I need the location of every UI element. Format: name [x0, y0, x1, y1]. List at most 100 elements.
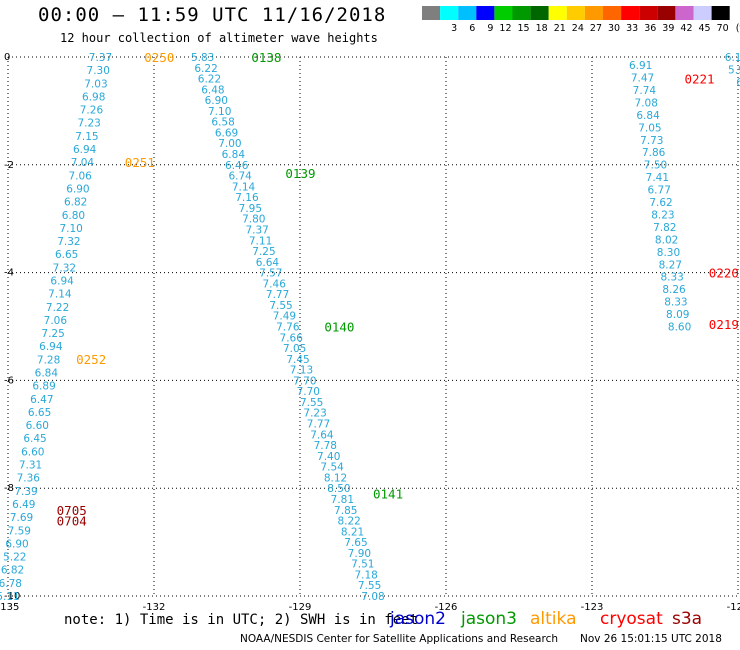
- legend-tick-label: 30: [608, 23, 620, 34]
- legend-tick-label: 18: [536, 23, 548, 34]
- wave-height-value: 7.40: [317, 451, 340, 463]
- sat-label-altika: altika: [530, 609, 577, 629]
- x-tick-label: -135: [0, 602, 19, 613]
- wave-height-value: 7.10: [59, 223, 82, 235]
- pass-time-label: 0704: [57, 514, 87, 529]
- wave-height-value: 8.09: [666, 309, 689, 321]
- wave-height-value: 7.14: [48, 289, 72, 301]
- wave-height-value: 6.90: [5, 538, 28, 550]
- wave-height-value: 7.95: [239, 203, 262, 215]
- wave-height-value: 7.86: [642, 147, 666, 159]
- wave-height-value: 7.04: [71, 157, 95, 169]
- legend-swatch: [512, 6, 531, 20]
- wave-height-value: 7.30: [87, 65, 110, 77]
- wave-height-value: 7.13: [290, 365, 313, 377]
- wave-height-value: 6.94: [39, 341, 63, 353]
- wave-height-value: 8.22: [337, 516, 360, 528]
- wave-height-value: 6.84: [222, 149, 246, 161]
- legend-swatch: [603, 6, 622, 20]
- wave-height-value: 7.77: [307, 419, 330, 431]
- wave-height-value: 7.73: [640, 135, 663, 147]
- legend-swatch: [675, 6, 694, 20]
- legend-tick-label: 24: [572, 23, 584, 34]
- wave-height-value: 7.05: [283, 343, 306, 355]
- wave-height-value: 5.9: [728, 65, 740, 77]
- legend-swatch: [711, 6, 730, 20]
- wave-height-value: 7.90: [348, 548, 371, 560]
- legend-swatch: [422, 6, 441, 20]
- legend-tick-label: 15: [518, 23, 530, 34]
- wave-height-value: 6.65: [55, 249, 78, 261]
- wave-height-value: 7.25: [252, 246, 275, 258]
- wave-height-value: 6.89: [32, 381, 55, 393]
- wave-height-value: 6.22: [198, 74, 221, 86]
- wave-height-value: 6.94: [50, 275, 74, 287]
- legend-tick-label: 42: [680, 23, 692, 34]
- wave-height-value: 7.78: [314, 440, 337, 452]
- y-tick-label: -6: [4, 375, 14, 386]
- wave-height-value: 7.57: [259, 268, 282, 280]
- legend-swatch: [584, 6, 603, 20]
- chart-plot: -135 -132 -129 -126 -123 -120 0 -2 -4 -6 -8 -10 7.37…: [0, 50, 740, 613]
- wave-height-value: 7.26: [80, 105, 104, 117]
- wave-height-value: 7.55: [358, 580, 381, 592]
- wave-height-value: 7.74: [633, 85, 657, 97]
- wave-height-value: 6.90: [205, 95, 228, 107]
- wave-height-value: 7.59: [8, 525, 31, 537]
- wave-height-value: 6.82: [64, 197, 87, 209]
- wave-height-value: 6.48: [201, 84, 224, 96]
- wave-height-value: 7.37: [245, 224, 268, 236]
- legend-tick-label: 3: [451, 23, 457, 34]
- wave-height-value: 6.78: [0, 578, 22, 590]
- wave-height-value: 8.33: [660, 272, 683, 284]
- wave-height-value: 7.06: [44, 315, 68, 327]
- wave-height-value: 7.06: [68, 170, 92, 182]
- x-tick-label: -120: [727, 602, 740, 613]
- legend-swatch: [530, 6, 549, 20]
- legend-tick-label: 36: [644, 23, 656, 34]
- wave-height-value: 7.77: [266, 289, 289, 301]
- legend-swatch: [458, 6, 477, 20]
- wave-height-value: 8.26: [662, 284, 686, 296]
- y-tick-label: -2: [4, 160, 14, 171]
- wave-height-value: 7.70: [293, 375, 316, 387]
- wave-height-value: 8.27: [659, 259, 682, 271]
- wave-height-value: 6.47: [30, 394, 53, 406]
- legend-swatch: [548, 6, 567, 20]
- wave-height-value: 8.50: [327, 483, 350, 495]
- pass-time-label: 0251: [125, 155, 155, 170]
- legend-tick-label: 39: [662, 23, 674, 34]
- legend-swatch: [693, 6, 712, 20]
- wave-height-value: 7.18: [354, 569, 377, 581]
- legend-swatch: [440, 6, 459, 20]
- sat-label-cryosat: cryosat: [600, 609, 663, 629]
- legend-tick-label: 12: [499, 23, 511, 34]
- wave-height-value: 7.11: [249, 235, 272, 247]
- wave-height-value: 7.50: [644, 160, 667, 172]
- wave-height-value: 7.25: [41, 328, 64, 340]
- wave-height-value: 7.41: [646, 172, 669, 184]
- pass-time-label: 0138: [251, 50, 281, 65]
- wave-height-value: 6.49: [12, 499, 35, 511]
- wave-height-value: 7.05: [638, 122, 661, 134]
- wave-height-value: 6.94: [73, 144, 97, 156]
- sat-label-jason3: jason3: [461, 609, 517, 629]
- wave-height-value: 6.69: [215, 127, 238, 139]
- wave-height-value: 7.69: [10, 512, 33, 524]
- wave-height-value: 8.23: [651, 209, 674, 221]
- wave-height-value: 7.82: [653, 222, 676, 234]
- wave-height-value: 7.37: [89, 52, 112, 64]
- wave-height-value: 7.80: [242, 214, 265, 226]
- legend-swatch: [566, 6, 585, 20]
- wave-height-value: 5.22: [3, 552, 26, 564]
- wave-height-value: 7.00: [218, 138, 241, 150]
- legend-tick-label: 9: [487, 23, 493, 34]
- wave-height-value: 6.82: [1, 565, 24, 577]
- wave-height-value: 7.45: [286, 354, 309, 366]
- x-tick-label: -132: [143, 602, 166, 613]
- pass-time-label: 0139: [285, 166, 315, 181]
- legend-swatch: [657, 6, 676, 20]
- pass-time-label: 0250: [144, 50, 174, 65]
- legend-tick-label: 27: [590, 23, 602, 34]
- wave-height-value: 6.60: [21, 446, 44, 458]
